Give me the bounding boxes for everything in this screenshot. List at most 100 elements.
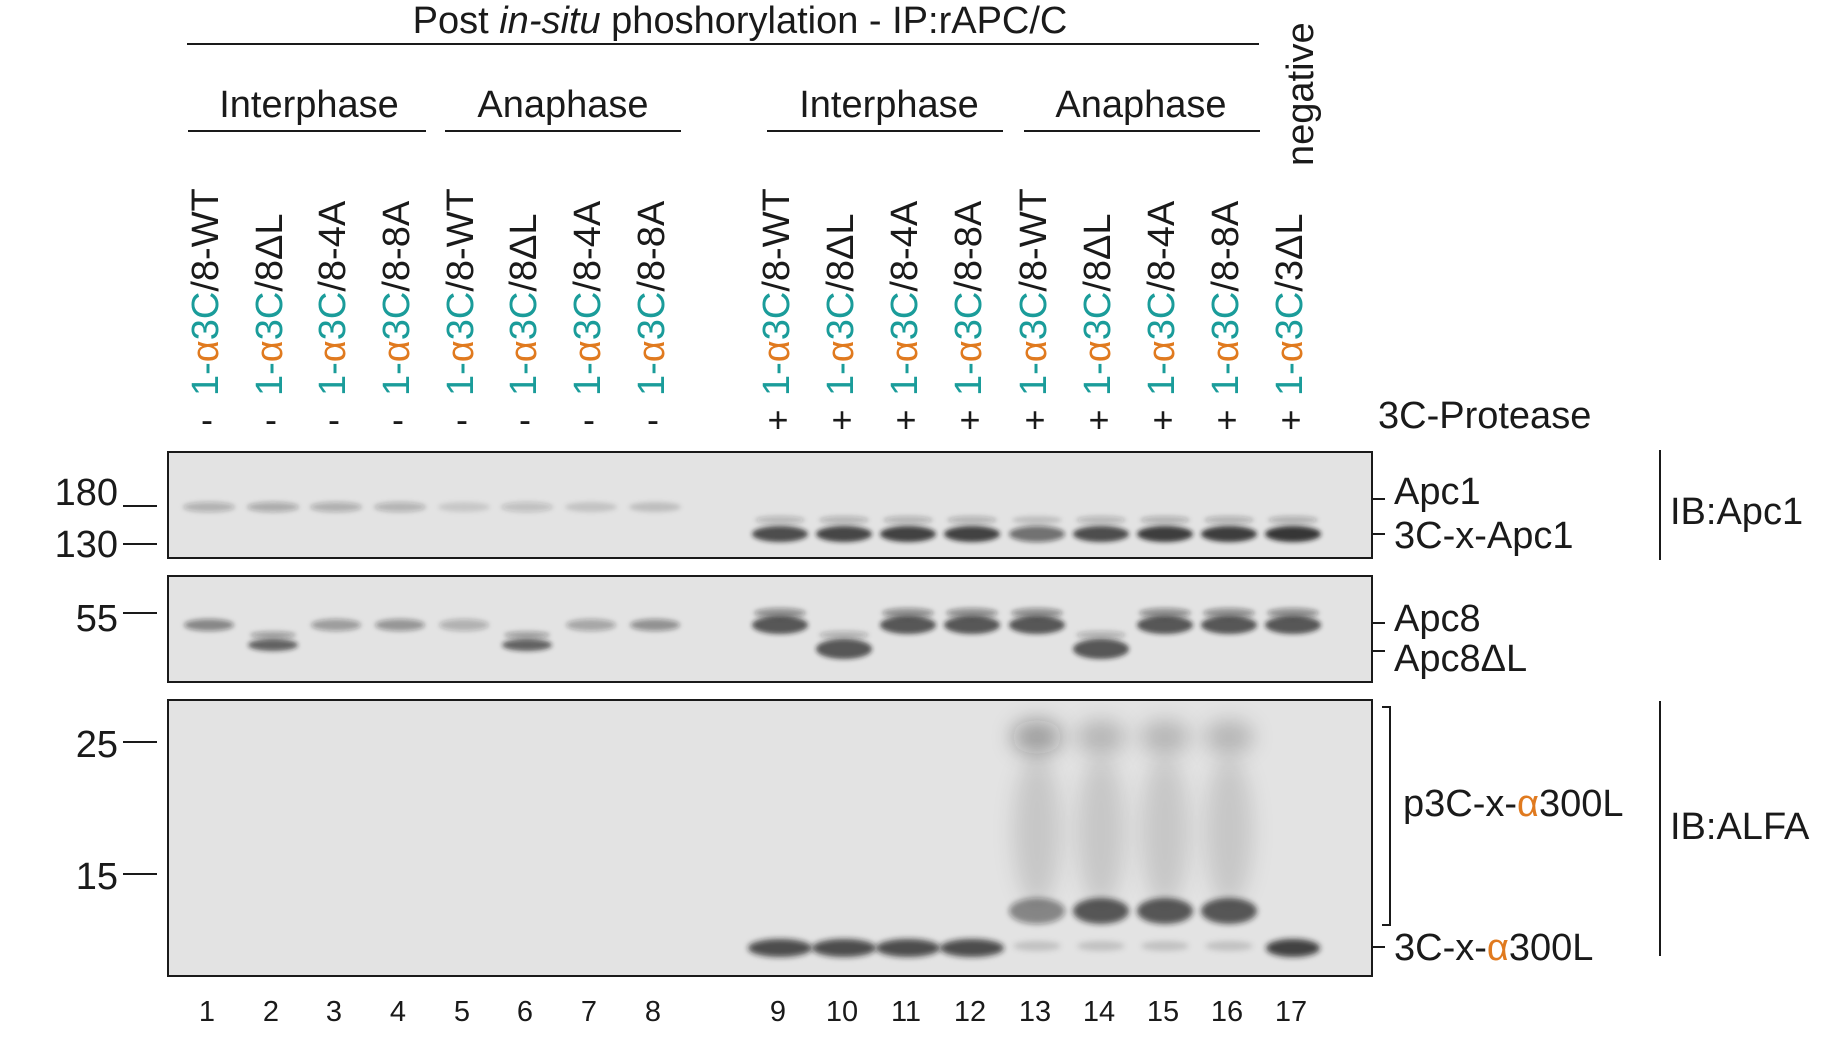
protease-sign-16: + [1216,399,1238,440]
x3c-pointer [1373,946,1385,948]
band-apc1-faint [883,516,933,524]
lane-number-12: 12 [953,996,987,1028]
lane-label-part-c: 3C [631,291,673,341]
band-apc8 [184,619,234,631]
lane-label-part-c: 3C [376,291,418,341]
group-label-anaphase-1: Anaphase [477,84,649,126]
band-3c-faint [1013,941,1061,951]
lane-label-part-d: /8-8A [631,200,673,292]
lane-label-part-c: 3C [948,291,990,341]
lane-number-7: 7 [580,996,598,1028]
lane-label-part-c: 3C [567,291,609,341]
band-apc8-upper [1011,608,1063,618]
band-3c-apc1 [1201,526,1257,542]
lane-label-9: 1-α3C/8-WT [756,188,798,396]
band-apc8 [375,619,425,631]
band-3c-alpha300l [940,939,1004,957]
blot-apc1 [167,451,1373,559]
lane-label-part-c: 3C [440,291,482,341]
lane-label-13: 1-α3C/8-WT [1013,188,1055,396]
band-p3c-top [1076,720,1126,754]
figure-title: Post in-situ phoshorylation - IP:rAPC/C [413,2,1068,40]
lane-number-16: 16 [1210,996,1244,1028]
band-label-apc1: Apc1 [1394,471,1481,513]
band-3c-alpha300l [748,939,812,957]
lane-number-15: 15 [1146,996,1180,1028]
lane-label-part-b: α [249,340,291,363]
protease-sign-9: + [767,399,789,440]
band-apc8dl [1073,639,1129,659]
lane-label-part-a: 1- [631,362,673,396]
lane-label-part-c: 3C [1013,291,1055,341]
lane-label-part-a: 1- [185,362,227,396]
mw-tick-15 [123,873,157,875]
lane-label-15: 1-α3C/8-4A [1141,200,1183,396]
mw-marker-180: 180 [54,472,118,514]
lane-label-part-c: 3C [884,291,926,341]
band-apc1-faint [819,516,869,524]
blot-alfa-bands [748,720,1320,957]
band-apc8 [1009,616,1065,634]
lane-label-part-b: α [440,340,482,363]
lane-label-6: 1-α3C/8ΔL [503,213,545,396]
lane-label-part-c: 3C [503,291,545,341]
lane-label-part-d: /8ΔL [820,213,862,292]
lane-number-13: 13 [1018,996,1052,1028]
ib-label-apc1: IB:Apc1 [1670,491,1804,533]
protease-sign-12: + [959,399,981,440]
lane-label-part-d: /8ΔL [503,213,545,292]
lane-label-17: 1-α3C/3ΔL [1269,213,1311,396]
band-p3c-smear [1205,756,1253,906]
band-p3c-alpha300l [1009,898,1065,924]
band-apc8 [752,616,808,634]
lane-label-2: 1-α3C/8ΔL [249,213,291,396]
lane-label-part-b: α [185,340,227,363]
band-3c-apc1 [1137,526,1193,542]
band-3c-faint [1077,941,1125,951]
band-apc8dl [502,639,552,651]
band-apc8 [944,616,1000,634]
band-p3c-top [1012,720,1062,754]
p3c-bracket-top [1382,706,1391,708]
apc8-pointer [1373,622,1385,624]
lane-label-4: 1-α3C/8-8A [376,201,418,396]
lane-label-part-b: α [884,340,926,363]
lane-number-10: 10 [825,996,859,1028]
lane-label-part-d: /8-8A [1205,200,1247,292]
lane-label-part-a: 1- [1269,362,1311,396]
lane-label-11: 1-α3C/8-4A [884,201,926,396]
protease-sign-8: - [647,399,659,440]
group-underline-3 [767,130,1003,132]
lane-label-part-b: α [1205,340,1247,363]
lane-label-part-d: /8-4A [567,200,609,292]
p3c-prefix: p3C-x- [1403,783,1518,825]
band-label-apc8: Apc8 [1394,598,1481,640]
group-underline-4 [1024,130,1260,132]
lane-label-part-b: α [756,340,798,363]
lane-label-part-d: /8-4A [1141,200,1183,292]
protease-sign-15: + [1152,399,1174,440]
lane-label-part-d: /8ΔL [249,213,291,292]
band-3c-faint [1205,941,1253,951]
lane-label-part-c: 3C [1141,291,1183,341]
mw-tick-130 [123,543,157,545]
lane-label-part-d: /8ΔL [1077,213,1119,292]
group-underline-1 [188,130,426,132]
lane-label-14: 1-α3C/8ΔL [1077,213,1119,396]
lane-number-1: 1 [198,996,216,1028]
lane-label-5: 1-α3C/8-WT [440,188,482,396]
lane-label-part-a: 1- [948,362,990,396]
p3c-bracket [1389,706,1391,926]
lane-label-part-d: /8-4A [312,200,354,292]
band-apc8 [1201,616,1257,634]
lane-label-part-c: 3C [185,291,227,341]
title-underline [187,43,1259,45]
band-apc1-faint [755,516,805,524]
band-3c-apc1 [1265,526,1321,542]
lane-label-part-a: 1- [1205,362,1247,396]
lane-label-part-b: α [567,340,609,363]
lane-label-8: 1-α3C/8-8A [631,200,673,396]
group-label-interphase-2: Interphase [799,84,979,126]
band-apc8 [880,616,936,634]
band-label-p3c-alpha300l: p3C-x-α300L [1403,785,1624,823]
